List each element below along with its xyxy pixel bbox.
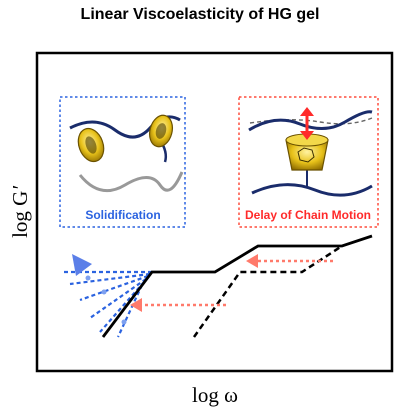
figure-title: Linear Viscoelasticity of HG gel [80, 6, 320, 23]
host-ring-right [148, 114, 174, 148]
blue-dots [85, 275, 127, 325]
plot-frame [35, 51, 394, 373]
red-double-arrow [300, 107, 314, 140]
chain-motion-caption: Delay of Chain Motion [245, 208, 371, 222]
chain-motion-inset: Delay of Chain Motion [238, 96, 379, 228]
black-solid-curve [101, 234, 373, 338]
solidification-inset: Solidification [59, 96, 186, 228]
host-ring-left [77, 127, 105, 163]
red-shift-arrow-lower [130, 298, 226, 312]
solidification-caption: Solidification [85, 208, 160, 222]
red-shift-arrow-upper [246, 254, 333, 268]
x-axis-label: log ω [192, 383, 238, 407]
polymer-chain-upper [248, 110, 373, 132]
polymer-chain-gray [78, 171, 184, 193]
y-axis-label: log G′ [8, 186, 32, 238]
black-dashed-curve [192, 244, 343, 338]
solidification-box [59, 96, 186, 228]
polymer-chain-lower [251, 183, 373, 197]
blue-arrowhead [72, 254, 92, 276]
